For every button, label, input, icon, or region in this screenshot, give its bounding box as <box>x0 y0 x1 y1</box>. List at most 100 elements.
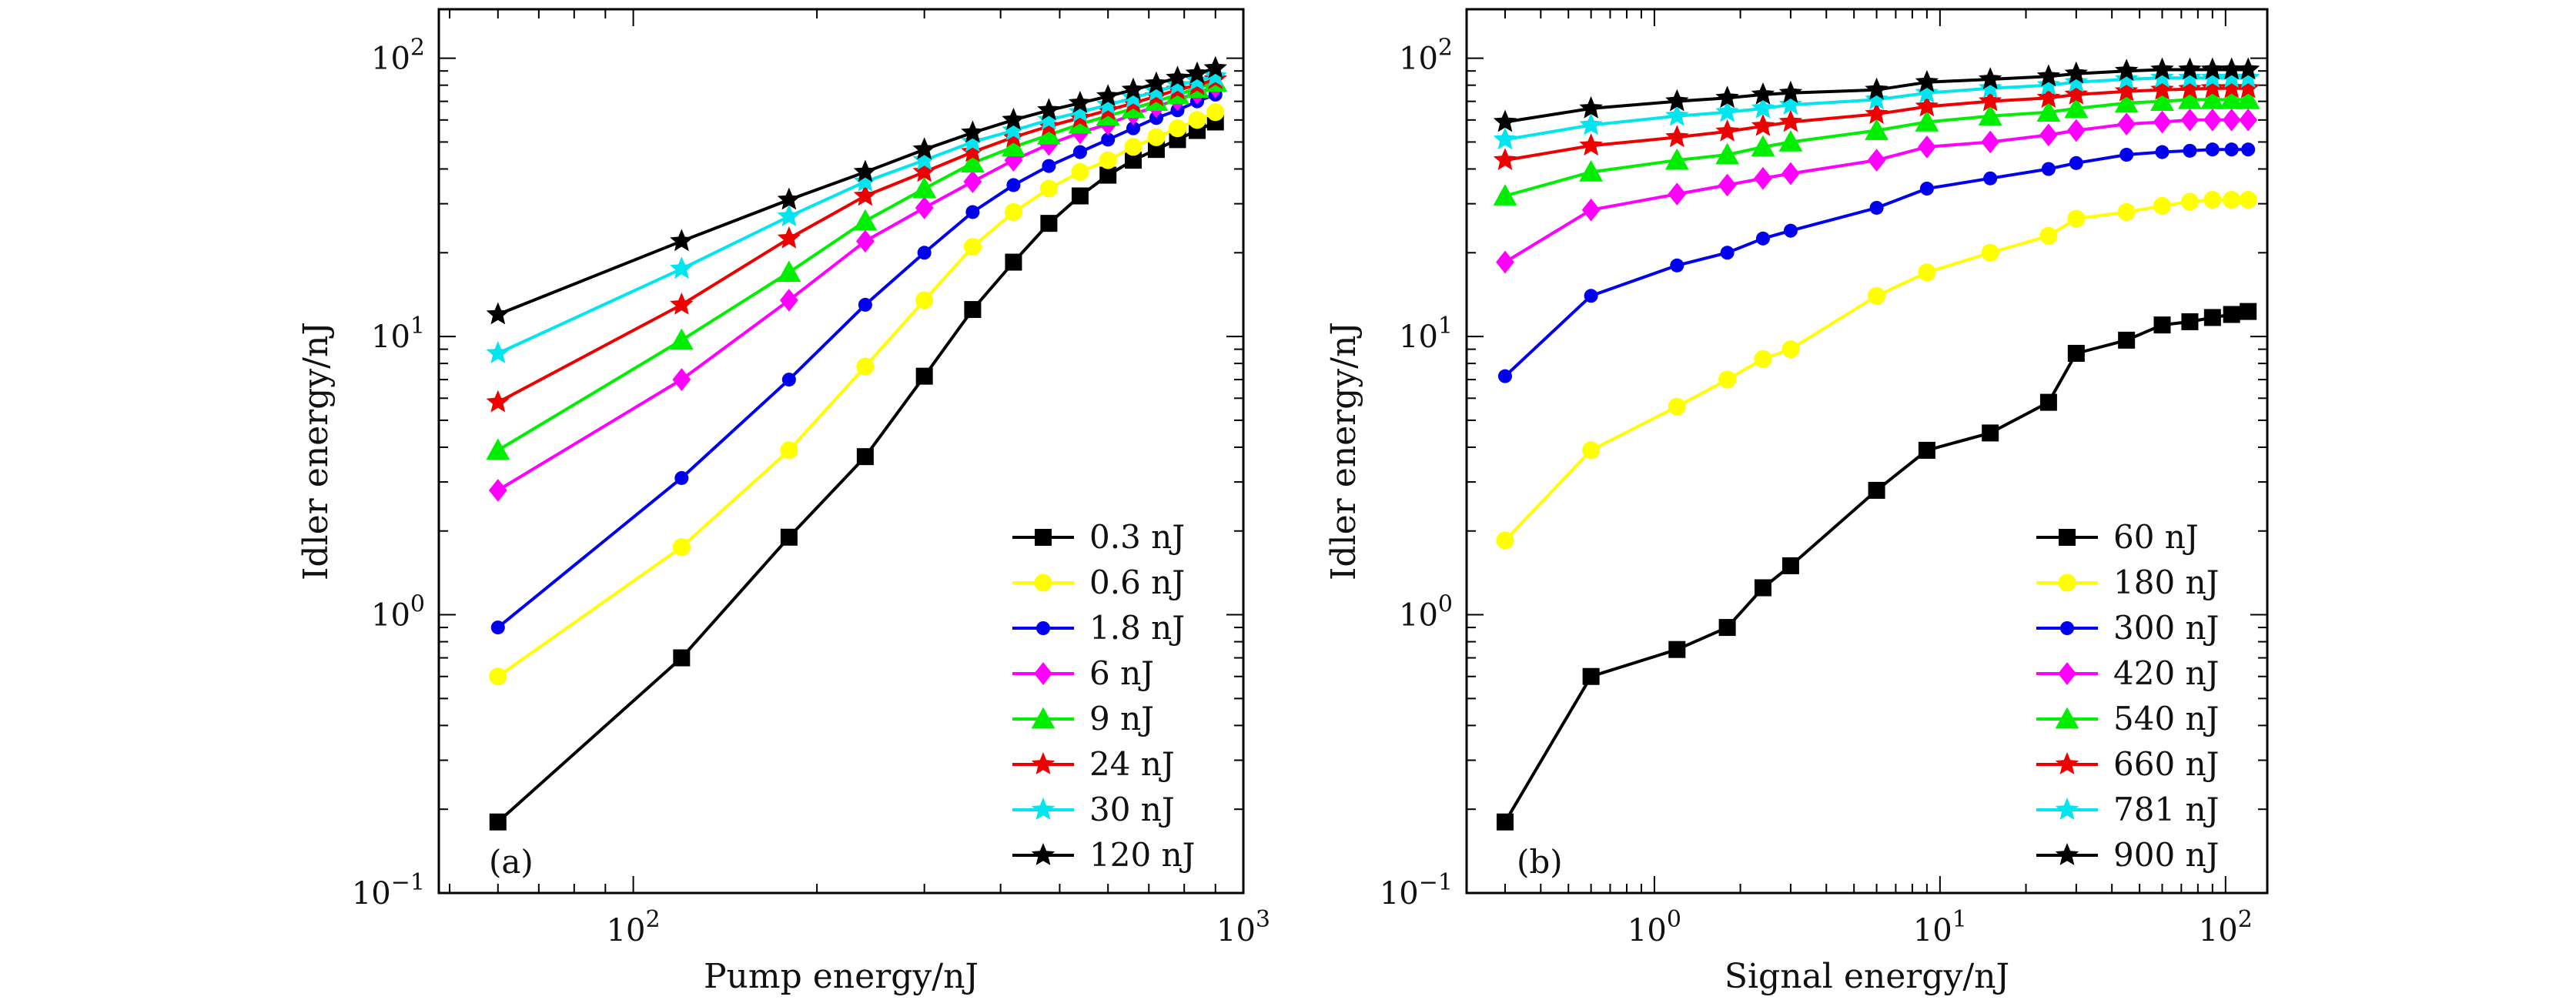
data-point <box>1778 80 1803 103</box>
x-tick-label: 100 <box>1628 906 1681 948</box>
data-point <box>777 226 801 249</box>
panel-label: (a) <box>489 843 534 881</box>
legend-item: 180 nJ <box>2036 564 2219 601</box>
data-point <box>855 229 875 253</box>
data-point <box>2036 100 2061 122</box>
data-point <box>1664 148 1689 170</box>
data-point <box>1579 160 1604 182</box>
data-point <box>1720 246 1735 260</box>
data-point <box>1751 95 1775 119</box>
series-line <box>1504 148 2249 378</box>
data-point <box>1781 340 1800 359</box>
data-point <box>2066 119 2086 142</box>
chart-panel-a: 102 103 10−1 100 101 102 Pump energy/nJ Idler e… <box>296 8 1270 996</box>
data-point <box>1040 215 1058 232</box>
data-point <box>853 183 877 206</box>
data-point <box>2180 192 2200 211</box>
data-point <box>2178 65 2202 89</box>
legend-label: 0.3 nJ <box>1089 518 1185 556</box>
data-point <box>912 176 937 199</box>
data-point <box>2115 67 2139 89</box>
data-point <box>2150 77 2174 100</box>
data-point <box>2039 393 2057 411</box>
data-point <box>1005 253 1022 271</box>
legend-label: 180 nJ <box>2113 564 2219 601</box>
data-point <box>780 528 798 546</box>
data-point <box>1668 640 1686 658</box>
data-point <box>1185 68 1209 91</box>
data-point <box>673 649 691 667</box>
data-point <box>1039 179 1058 198</box>
series-line <box>1504 118 2249 264</box>
legend-item: 30 nJ <box>1012 791 1175 828</box>
data-point <box>1099 151 1117 169</box>
data-point <box>856 357 875 376</box>
data-point <box>777 260 801 283</box>
data-point <box>1751 82 1775 105</box>
data-point <box>1868 481 1885 499</box>
data-point <box>2069 156 2083 170</box>
data-point <box>779 289 798 312</box>
legend-item: 24 nJ <box>1012 745 1175 783</box>
data-point <box>1665 103 1689 126</box>
data-point <box>1582 667 1600 685</box>
data-point <box>961 129 985 152</box>
data-point <box>912 159 936 182</box>
data-point <box>1203 55 1227 79</box>
data-point <box>2236 75 2260 99</box>
data-point <box>1781 162 1800 186</box>
data-point <box>2236 65 2260 89</box>
data-point <box>1668 182 1687 206</box>
minor-ticks <box>439 9 1244 894</box>
data-point <box>1579 95 1603 119</box>
legend-label: 1.8 nJ <box>1089 609 1185 647</box>
series-0_3-nJ <box>489 113 1224 831</box>
data-point <box>488 479 507 502</box>
data-point <box>1915 80 1939 103</box>
legend-item: 120 nJ <box>1012 836 1195 874</box>
data-point <box>1915 110 1939 132</box>
data-point <box>1918 441 1935 459</box>
data-point <box>1665 125 1689 148</box>
data-point <box>1865 77 1889 100</box>
data-point <box>1042 159 1056 173</box>
legend-item: 540 nJ <box>2036 700 2219 737</box>
data-point <box>1869 200 1884 215</box>
y-tick-label: 100 <box>1399 591 1453 634</box>
data-point <box>1203 64 1227 87</box>
legend-label: 300 nJ <box>2113 609 2219 647</box>
data-point <box>1068 99 1092 122</box>
data-point <box>1579 112 1603 135</box>
data-point <box>1002 135 1025 157</box>
data-point <box>1865 102 1889 125</box>
data-point <box>961 151 985 173</box>
data-point <box>1918 263 1936 282</box>
data-point <box>2064 96 2089 119</box>
legend-marker <box>1035 620 1051 636</box>
y-tick-label: 10−1 <box>1380 869 1453 911</box>
x-tick-label: 102 <box>2199 906 2253 948</box>
data-point <box>1037 98 1061 121</box>
data-point <box>1166 65 1189 89</box>
data-point <box>1665 89 1689 112</box>
data-point <box>853 169 877 192</box>
data-point <box>1867 149 1886 172</box>
data-point <box>2240 303 2257 320</box>
data-point <box>2203 190 2222 209</box>
data-point <box>915 367 933 385</box>
data-point <box>2220 88 2244 109</box>
legend-item: 1.8 nJ <box>1012 609 1185 647</box>
minor-ticks <box>1467 9 2267 894</box>
data-point <box>1979 89 2002 112</box>
series-120-nJ <box>486 55 1227 325</box>
data-point <box>486 302 510 325</box>
data-point <box>1496 250 1514 274</box>
data-point <box>2119 147 2134 162</box>
data-point <box>2067 344 2085 362</box>
legend-label: 9 nJ <box>1089 700 1154 737</box>
data-point <box>964 301 982 319</box>
legend: 60 nJ 180 nJ 300 nJ 420 nJ 540 nJ 660 nJ 781 n… <box>2036 518 2219 874</box>
data-point <box>2067 209 2086 228</box>
legend-marker <box>2055 843 2079 865</box>
